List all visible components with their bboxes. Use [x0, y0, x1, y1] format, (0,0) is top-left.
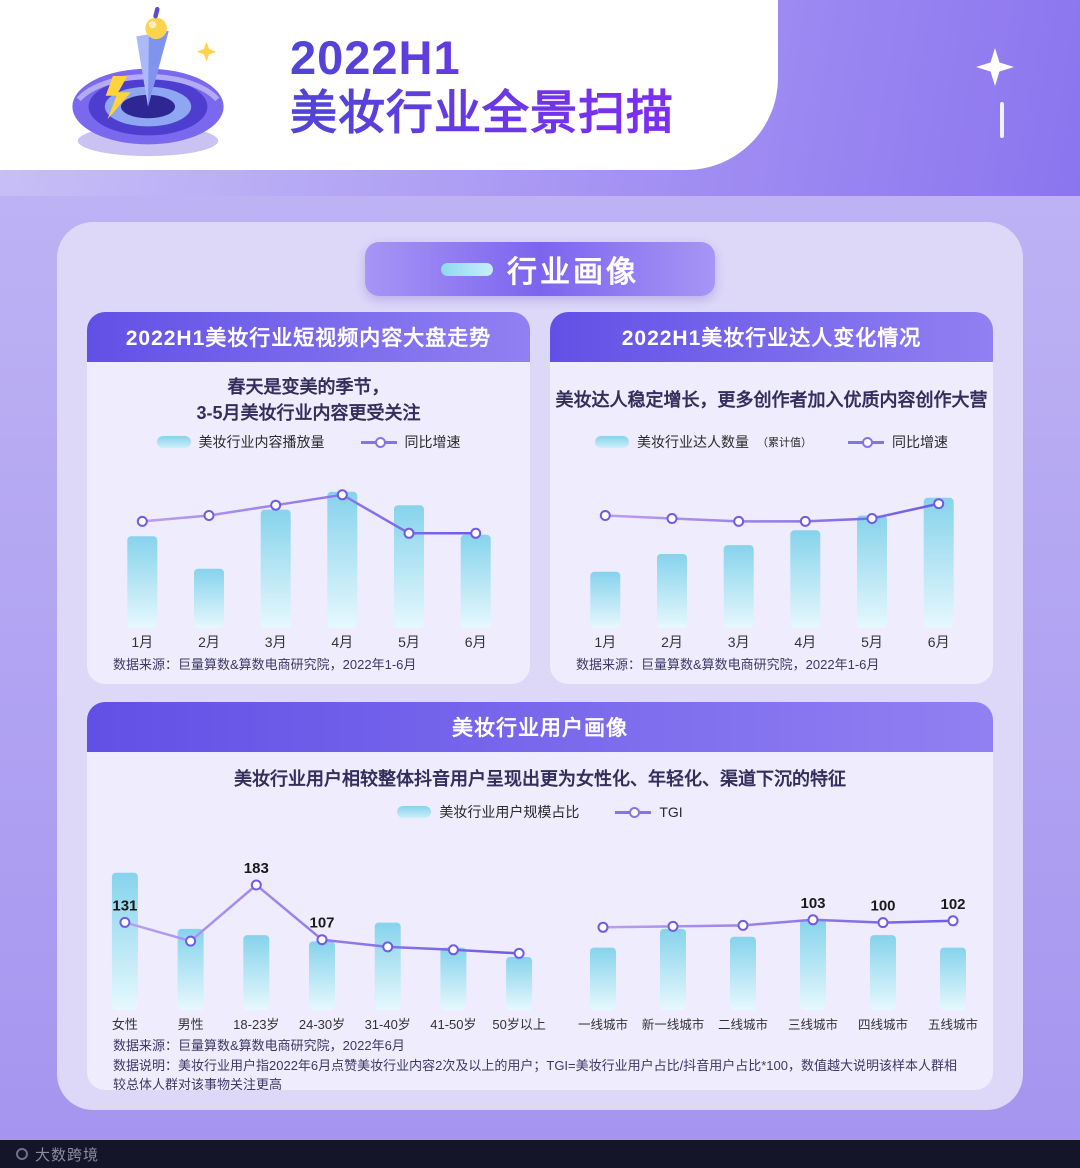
legend-bar-label: 美妆行业内容播放量: [198, 434, 325, 450]
svg-text:1月: 1月: [594, 634, 616, 650]
svg-text:24-30岁: 24-30岁: [299, 1017, 345, 1032]
subtitle-line1: 春天是变美的季节，: [227, 376, 390, 397]
content-container: 行业画像 2022H1美妆行业短视频内容大盘走势 春天是变美的季节， 3-5月美…: [57, 222, 1023, 1110]
creator-chart: 1月 2月 3月 4月 5月 6月: [589, 497, 954, 650]
watermark-icon: [16, 1148, 28, 1160]
svg-text:4月: 4月: [794, 634, 816, 650]
svg-text:41-50岁: 41-50岁: [430, 1017, 476, 1032]
card-user-profile-subtitle: 美妆行业用户相较整体抖音用户呈现出更为女性化、年轻化、渠道下沉的特征: [87, 762, 993, 796]
svg-text:男性: 男性: [178, 1017, 204, 1032]
creator-chart-wrap: 1月 2月 3月 4月 5月 6月: [550, 456, 993, 654]
user-city-chart: 103 100 102 一线城市 新一线城市 二线城市 三线城市 四线城市 五线城市: [578, 895, 978, 1032]
svg-text:五线城市: 五线城市: [928, 1017, 978, 1032]
sparkle-icon: [976, 48, 1014, 86]
svg-text:二线城市: 二线城市: [718, 1017, 768, 1032]
card-creator-change-subtitle: 美妆达人稳定增长，更多创作者加入优质内容创作大营: [550, 374, 993, 426]
svg-text:1月: 1月: [131, 634, 153, 650]
line-swatch-icon: [360, 436, 397, 448]
svg-text:131: 131: [112, 897, 137, 914]
svg-text:2月: 2月: [198, 634, 220, 650]
bar-swatch-icon: [156, 436, 191, 448]
subtitle-line1: 美妆行业用户相较整体抖音用户呈现出更为女性化、年轻化、渠道下沉的特征: [234, 768, 846, 789]
legend-item-line: 同比增速: [848, 432, 948, 452]
svg-text:6月: 6月: [927, 634, 949, 650]
svg-text:5月: 5月: [861, 634, 883, 650]
legend-video-trend: 美妆行业内容播放量 同比增速: [87, 432, 530, 452]
user-demo-chart: 131 183 107 女性 男性 18-23岁 24-30岁 31-40岁 41-50岁 50岁…: [112, 860, 546, 1032]
section-banner: 行业画像: [365, 242, 715, 296]
card-video-trend-subtitle: 春天是变美的季节， 3-5月美妆行业内容更受关注: [87, 374, 530, 426]
subtitle-line1: 美妆达人稳定增长，更多创作者加入优质内容创作大营: [555, 389, 988, 410]
card-creator-change: 2022H1美妆行业达人变化情况 美妆达人稳定增长，更多创作者加入优质内容创作大…: [550, 312, 993, 684]
svg-text:102: 102: [940, 896, 965, 913]
legend-item-bar: 美妆行业内容播放量: [156, 432, 325, 452]
legend-line-label: TGI: [659, 804, 683, 820]
legend-line-label: 同比增速: [892, 434, 948, 450]
logo-illustration: [72, 6, 224, 157]
legend-creator-change: 美妆行业达人数量 （累计值） 同比增速: [550, 432, 993, 452]
legend-item-line: TGI: [615, 804, 683, 820]
svg-text:新一线城市: 新一线城市: [642, 1017, 705, 1032]
svg-text:三线城市: 三线城市: [788, 1017, 838, 1032]
subtitle-line2: 3-5月美妆行业内容更受关注: [196, 403, 421, 423]
svg-text:50岁以上: 50岁以上: [492, 1017, 545, 1032]
source-user-profile: 数据来源：巨量算数&算数电商研究院，2022年6月 数据说明：美妆行业用户指20…: [113, 1036, 967, 1090]
legend-line-label: 同比增速: [404, 434, 461, 450]
legend-item-bar: 美妆行业用户规模占比: [397, 802, 579, 822]
legend-item-bar: 美妆行业达人数量 （累计值）: [595, 432, 812, 452]
page-title-line2: 美妆行业全景扫描: [290, 86, 674, 139]
svg-text:103: 103: [800, 895, 825, 912]
video-trend-chart: 1月 2月 3月 4月 5月 6月: [126, 489, 491, 650]
svg-text:2月: 2月: [661, 634, 683, 650]
video-trend-chart-wrap: 1月 2月 3月 4月 5月 6月: [87, 456, 530, 654]
page-title-line1: 2022H1: [290, 30, 461, 84]
svg-text:5月: 5月: [398, 634, 420, 650]
footer-strip: 大数跨境: [0, 1140, 1080, 1168]
svg-text:100: 100: [870, 898, 895, 915]
line-swatch-icon: [848, 436, 884, 448]
card-video-trend-title: 2022H1美妆行业短视频内容大盘走势: [87, 312, 530, 362]
card-video-trend: 2022H1美妆行业短视频内容大盘走势 春天是变美的季节， 3-5月美妆行业内容…: [87, 312, 530, 684]
header-panel: 2022H1 美妆行业全景扫描: [0, 0, 778, 170]
svg-text:4月: 4月: [331, 634, 353, 650]
source-line: 数据来源：巨量算数&算数电商研究院，2022年6月: [113, 1038, 405, 1053]
legend-bar-label: 美妆行业用户规模占比: [439, 804, 580, 820]
svg-text:183: 183: [244, 860, 269, 877]
page-header: 2022H1 美妆行业全景扫描: [0, 0, 1080, 196]
svg-text:107: 107: [309, 915, 334, 932]
svg-text:18-23岁: 18-23岁: [233, 1017, 279, 1032]
svg-text:四线城市: 四线城市: [858, 1017, 908, 1032]
sparkle-dash-decoration: [1000, 102, 1004, 138]
bar-swatch-icon: [595, 436, 629, 448]
source-creator-change: 数据来源：巨量算数&算数电商研究院，2022年1-6月: [576, 657, 880, 672]
legend-bar-label: 美妆行业达人数量: [637, 434, 749, 450]
section-title: 行业画像: [507, 256, 639, 289]
svg-text:3月: 3月: [264, 634, 286, 650]
svg-text:女性: 女性: [112, 1017, 138, 1032]
note-line: 数据说明：美妆行业用户指2022年6月点赞美妆行业内容2次及以上的用户；TGI=…: [113, 1057, 957, 1091]
card-user-profile: 美妆行业用户画像 美妆行业用户相较整体抖音用户呈现出更为女性化、年轻化、渠道下沉…: [87, 702, 993, 1090]
bar-swatch-icon: [397, 806, 432, 818]
svg-text:6月: 6月: [464, 634, 486, 650]
card-creator-change-title: 2022H1美妆行业达人变化情况: [550, 312, 993, 362]
svg-text:3月: 3月: [727, 634, 749, 650]
svg-text:一线城市: 一线城市: [578, 1017, 628, 1032]
banner-accent-bar: [441, 262, 493, 276]
svg-text:31-40岁: 31-40岁: [365, 1017, 411, 1032]
source-video-trend: 数据来源：巨量算数&算数电商研究院，2022年1-6月: [113, 657, 417, 672]
top-cards-row: 2022H1美妆行业短视频内容大盘走势 春天是变美的季节， 3-5月美妆行业内容…: [87, 312, 993, 684]
main-area: 行业画像 2022H1美妆行业短视频内容大盘走势 春天是变美的季节， 3-5月美…: [0, 196, 1080, 1140]
legend-bar-note: （累计值）: [757, 437, 812, 449]
watermark-text: 大数跨境: [35, 1146, 100, 1164]
card-user-profile-title: 美妆行业用户画像: [87, 702, 993, 752]
line-swatch-icon: [615, 806, 652, 818]
page-title: 2022H1 美妆行业全景扫描: [290, 30, 674, 141]
legend-item-line: 同比增速: [360, 432, 461, 452]
legend-user-profile: 美妆行业用户规模占比 TGI: [87, 802, 993, 822]
user-profile-charts-row: 131 183 107 女性 男性 18-23岁 24-30岁 31-40岁 41-50岁 50岁…: [87, 824, 993, 1036]
